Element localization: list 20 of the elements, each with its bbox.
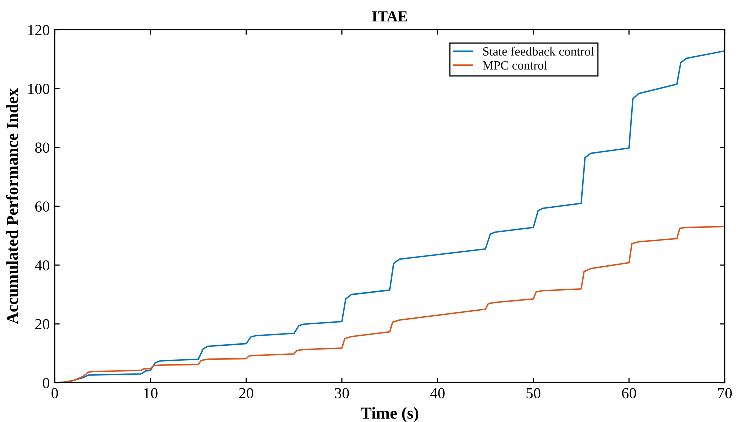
y-tick-label: 0 xyxy=(43,378,50,388)
x-tick-label: 10 xyxy=(144,388,158,399)
legend-label: State feedback control xyxy=(483,47,594,56)
y-tick-label: 80 xyxy=(35,142,50,154)
x-tick-label: 20 xyxy=(239,388,254,399)
x-tick-label: 70 xyxy=(718,388,732,399)
x-tick-label: 60 xyxy=(622,388,636,399)
x-tick-label: 30 xyxy=(335,388,350,399)
y-axis-title: Accumulated Performance Index xyxy=(6,88,18,324)
y-tick-label: 20 xyxy=(36,319,50,330)
x-tick-label: 0 xyxy=(52,388,58,399)
y-tick-label: 120 xyxy=(28,25,50,36)
legend-label: MPC control xyxy=(483,61,548,70)
x-tick-label: 40 xyxy=(430,388,445,399)
x-tick-label: 50 xyxy=(526,388,541,399)
y-tick-label: 100 xyxy=(28,84,50,94)
chart-title: ITAE xyxy=(372,12,408,22)
y-tick-label: 40 xyxy=(35,260,50,271)
y-tick-label: 60 xyxy=(36,202,50,212)
x-axis-title: Time (s) xyxy=(361,407,419,422)
